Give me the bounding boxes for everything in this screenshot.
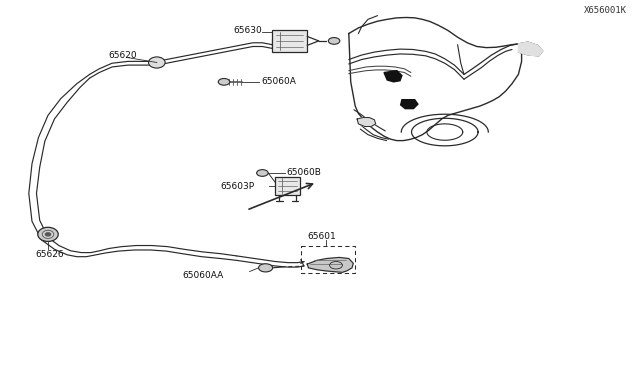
Ellipse shape [148,57,165,68]
Text: 65601: 65601 [307,232,336,241]
Ellipse shape [218,78,230,85]
Text: 65620: 65620 [109,51,138,60]
Polygon shape [384,71,402,82]
Polygon shape [357,118,376,126]
Bar [275,177,300,195]
Text: 65060A: 65060A [261,77,296,86]
Text: 65630: 65630 [234,26,262,35]
Ellipse shape [257,170,268,176]
Polygon shape [518,42,543,56]
Ellipse shape [45,232,51,237]
Text: 65060AA: 65060AA [182,271,223,280]
Ellipse shape [328,38,340,44]
Bar [272,30,307,52]
Ellipse shape [259,264,273,272]
Text: 65060B: 65060B [286,169,321,177]
Text: X656001K: X656001K [584,6,627,15]
Text: 65626: 65626 [35,250,64,259]
Polygon shape [401,100,418,109]
Text: 65603P: 65603P [221,182,255,190]
Ellipse shape [38,227,58,241]
Polygon shape [307,257,353,272]
